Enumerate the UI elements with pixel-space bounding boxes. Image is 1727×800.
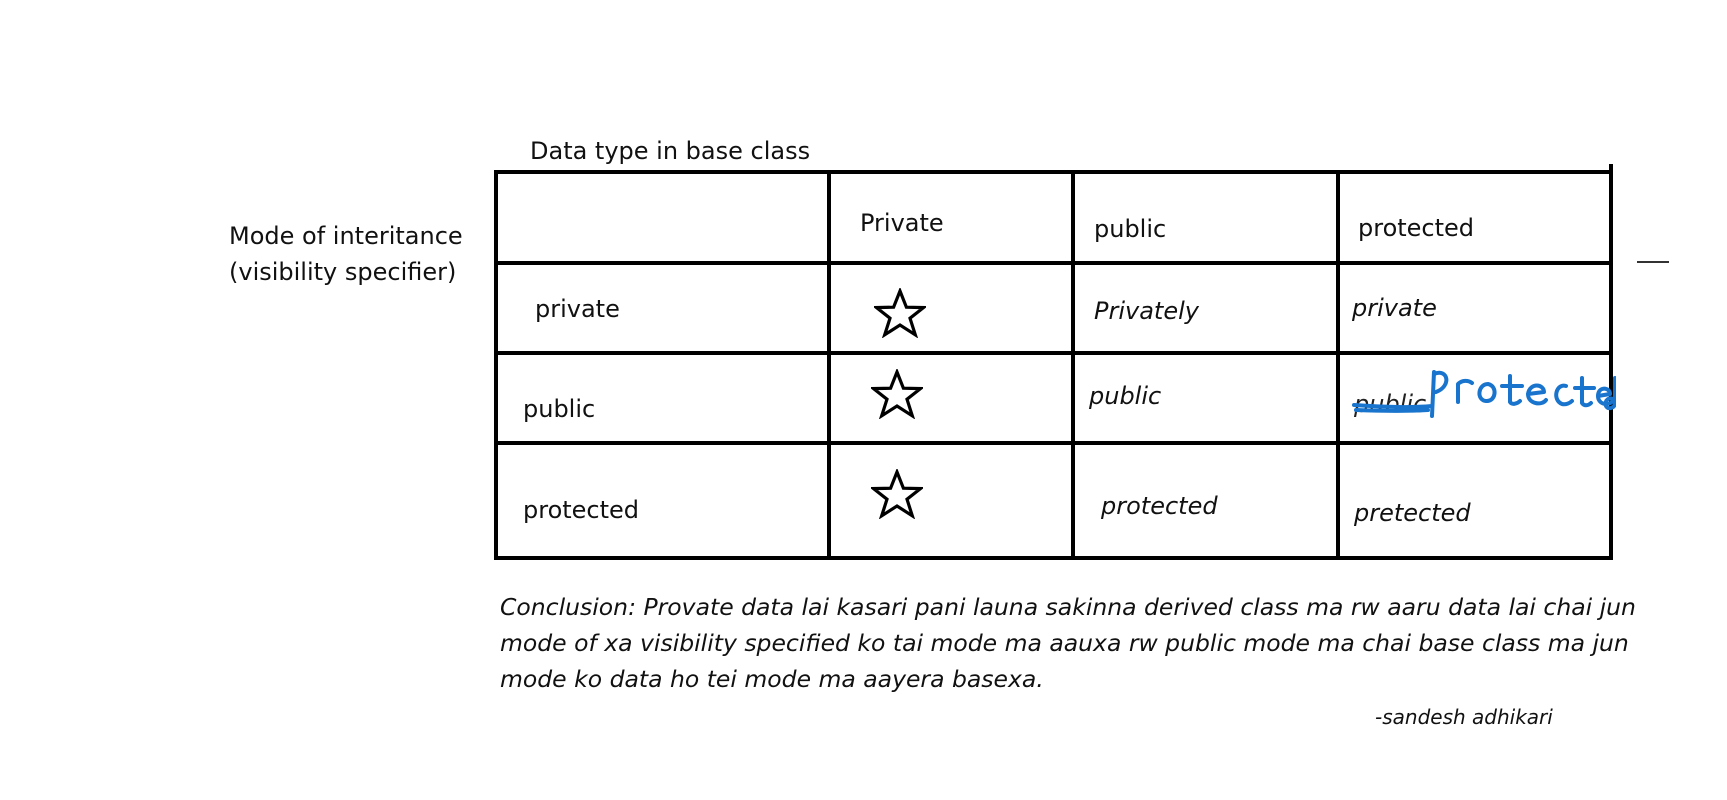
column-header-public: public: [1094, 215, 1167, 243]
cell-public-mode-public-data: public: [1089, 382, 1162, 410]
stray-mark: [1637, 261, 1669, 263]
cell-private-mode-protected-data: private: [1352, 294, 1437, 322]
table-vline-left: [494, 170, 498, 560]
table-vline-1: [827, 170, 831, 560]
table-hline-bottom: [494, 556, 1612, 560]
row-group-label-line2: (visibility specifier): [229, 258, 457, 286]
table-hline-top: [494, 170, 1612, 174]
cell-protected-mode-protected-data: pretected: [1354, 499, 1471, 527]
table-hline-3: [494, 441, 1612, 445]
table-vline-3: [1336, 170, 1340, 560]
table-hline-1: [494, 261, 1612, 265]
cell-private-mode-public-data: Privately: [1094, 297, 1199, 325]
row-mode-protected: protected: [523, 496, 640, 524]
column-header-private: Private: [860, 209, 944, 237]
conclusion-text: Conclusion: Provate data lai kasari pani…: [500, 593, 1636, 693]
star-icon: [874, 288, 926, 338]
row-group-label: Mode of interitance (visibility specifie…: [229, 218, 463, 290]
row-group-label-line1: Mode of interitance: [229, 222, 463, 250]
table-hline-2: [494, 351, 1612, 355]
table-vline-right: [1609, 164, 1613, 560]
row-mode-private: private: [535, 295, 620, 323]
cell-protected-mode-public-data: protected: [1101, 492, 1218, 520]
handwritten-protected: Protected: [1352, 370, 1616, 418]
column-header-protected: protected: [1358, 214, 1475, 242]
column-group-label: Data type in base class: [530, 137, 811, 165]
row-mode-public: public: [523, 395, 596, 423]
star-icon: [871, 369, 923, 419]
star-icon: [871, 469, 923, 519]
table-vline-2: [1071, 170, 1075, 560]
signature: -sandesh adhikari: [1375, 705, 1553, 729]
